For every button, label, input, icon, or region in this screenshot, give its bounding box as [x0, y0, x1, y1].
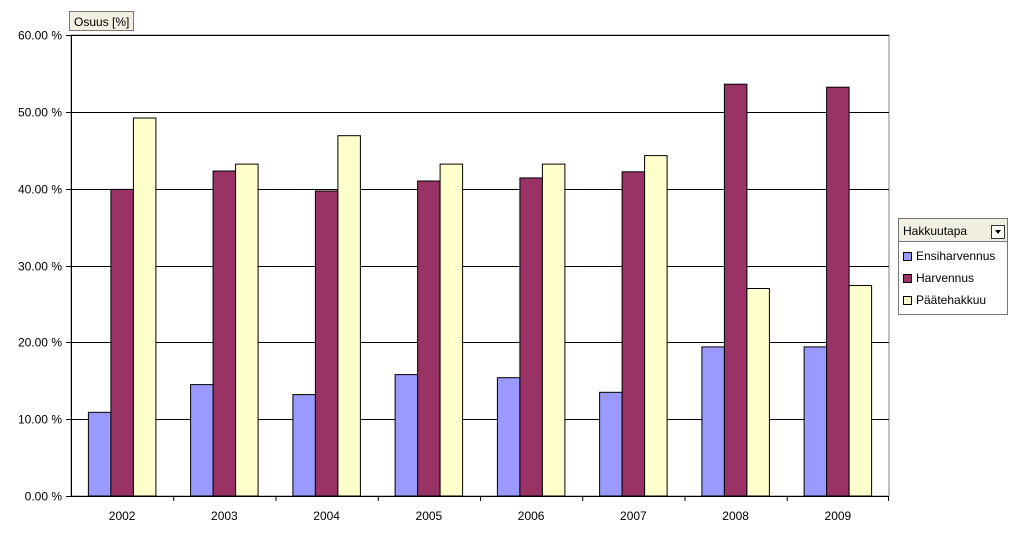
- bar-ensiharvennus-2007: [599, 391, 623, 497]
- legend-items: Ensiharvennus Harvennus Päätehakkuu: [898, 242, 1008, 315]
- bar-ensiharvennus-2003: [190, 384, 214, 497]
- legend-item-harvennus: Harvennus: [903, 267, 1007, 289]
- x-tick-label: 2003: [211, 509, 238, 523]
- legend-swatch: [903, 295, 912, 305]
- axes: 0.00 % 10.00 % 20.00 % 30.00 % 40.00 % 50.00 …: [18, 29, 889, 523]
- bar-p-tehakkuu-2003: [235, 163, 259, 497]
- bar-p-tehakkuu-2009: [848, 285, 873, 497]
- bars: [87, 83, 873, 497]
- x-tick-label: 2002: [109, 509, 136, 523]
- bar-ensiharvennus-2008: [701, 346, 725, 497]
- legend: Hakkuutapa Ensiharvennus Harvennus Pääteha…: [898, 218, 1008, 315]
- x-tick-label: 2007: [620, 509, 647, 523]
- x-tick-label: 2009: [825, 509, 852, 523]
- bar-harvennus-2003: [212, 170, 237, 497]
- dropdown-arrow-icon[interactable]: [991, 225, 1005, 239]
- bar-harvennus-2007: [621, 171, 646, 497]
- bar-harvennus-2005: [417, 180, 441, 497]
- bar-ensiharvennus-2004: [292, 394, 316, 497]
- y-tick-label: 0.00 %: [25, 490, 63, 504]
- bar-p-tehakkuu-2004: [337, 135, 361, 497]
- bar-ensiharvennus-2002: [87, 411, 112, 497]
- y-tick-label: 30.00 %: [18, 260, 62, 274]
- bar-p-tehakkuu-2005: [439, 163, 464, 497]
- legend-swatch: [903, 251, 912, 261]
- bar-harvennus-2002: [110, 188, 134, 497]
- bar-harvennus-2004: [314, 190, 339, 497]
- y-tick-label: 20.00 %: [18, 336, 62, 350]
- x-tick-label: 2006: [518, 509, 545, 523]
- x-tick-label: 2008: [722, 509, 749, 523]
- bar-ensiharvennus-2006: [496, 377, 521, 497]
- legend-title: Hakkuutapa: [903, 224, 968, 238]
- y-tick-label: 40.00 %: [18, 183, 62, 197]
- bar-p-tehakkuu-2008: [746, 288, 770, 497]
- legend-item-p-tehakkuu: Päätehakkuu: [903, 289, 1007, 311]
- legend-field-button[interactable]: Hakkuutapa: [898, 218, 1008, 242]
- bar-harvennus-2008: [723, 83, 748, 497]
- bar-p-tehakkuu-2002: [132, 117, 157, 497]
- bar-ensiharvennus-2009: [803, 346, 828, 497]
- x-tick-label: 2004: [313, 509, 340, 523]
- legend-label: Ensiharvennus: [916, 249, 996, 263]
- legend-label: Päätehakkuu: [916, 293, 987, 307]
- y-tick-label: 50.00 %: [18, 106, 62, 120]
- bar-p-tehakkuu-2007: [644, 155, 668, 497]
- bar-ensiharvennus-2005: [394, 374, 419, 497]
- y-tick-label: 60.00 %: [18, 29, 62, 43]
- bar-harvennus-2009: [826, 86, 850, 497]
- y-tick-label: 10.00 %: [18, 413, 62, 427]
- y-axis-field-button[interactable]: Osuus [%]: [69, 11, 135, 31]
- x-tick-label: 2005: [416, 509, 443, 523]
- bar-harvennus-2006: [519, 177, 543, 497]
- bar-p-tehakkuu-2006: [541, 163, 566, 497]
- legend-label: Harvennus: [916, 271, 975, 285]
- legend-swatch: [903, 273, 912, 283]
- legend-item-ensiharvennus: Ensiharvennus: [903, 245, 1007, 267]
